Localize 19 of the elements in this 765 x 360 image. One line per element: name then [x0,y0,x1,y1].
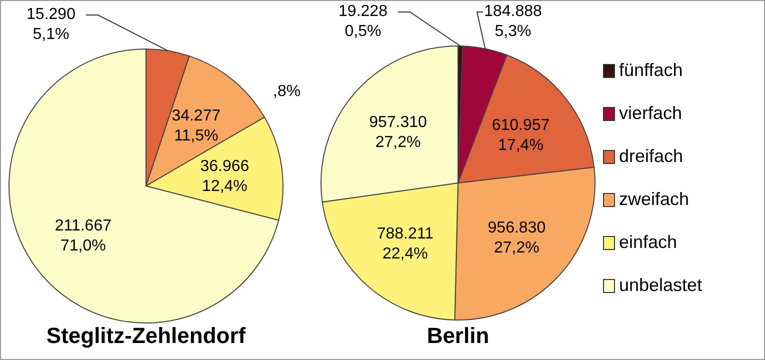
legend-label: vierfach [619,103,682,124]
data-label: 34.277 11,5% [172,107,221,144]
data-label: 15.290 5,1% [26,6,76,43]
data-label: 184.888 5,3% [484,3,542,40]
legend-label: dreifach [619,146,684,167]
legend-label: einfach [619,232,678,253]
legend-label: zweifach [619,189,690,210]
data-label: 211.667 71,0% [54,218,112,255]
data-label: 956.830 27,2% [488,220,546,257]
data-label: 957.310 27,2% [369,114,428,151]
data-label: 788.211 22,4% [376,225,434,262]
legend-label: fünffach [619,60,683,81]
text: ,8% [273,83,301,101]
data-label: 19.228 0,5% [338,3,388,40]
text: Berlin [426,323,490,349]
text: Steglitz-Zehlendorf [45,323,247,349]
data-label: 610.957 17,4% [492,117,550,154]
data-label: 36.966 12,4% [200,158,250,196]
legend-label: unbelastet [619,275,702,296]
